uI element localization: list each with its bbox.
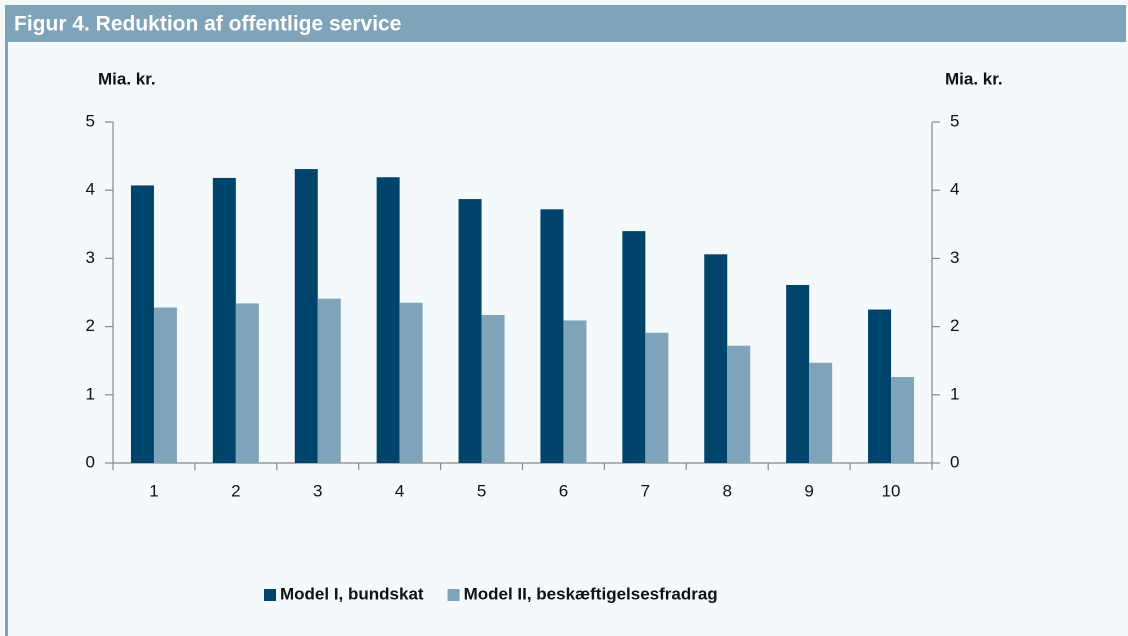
bar: [868, 309, 892, 463]
y-tick-label: 0: [86, 452, 95, 471]
legend-swatch: [447, 589, 460, 601]
bar: [153, 307, 177, 463]
y-tick-label: 1: [86, 384, 95, 403]
legend-swatch: [264, 589, 276, 601]
y2-tick-label: 2: [950, 316, 959, 335]
x-tick-label: 3: [313, 481, 322, 500]
bar: [540, 209, 564, 463]
bar: [212, 177, 236, 463]
bar: [458, 199, 482, 464]
x-tick-label: 4: [395, 481, 404, 500]
y2-tick-label: 1: [950, 384, 959, 403]
y2-axis-label: Mia. kr.: [945, 69, 1003, 88]
x-tick-label: 9: [804, 481, 813, 500]
bar: [704, 254, 728, 463]
x-tick-label: 5: [477, 481, 486, 500]
x-tick-label: 6: [559, 481, 568, 500]
bar: [399, 302, 423, 463]
left-border: [5, 42, 8, 636]
bar: [235, 303, 259, 463]
header-bar: [5, 5, 1126, 42]
x-tick-label: 1: [149, 481, 158, 500]
bar: [727, 345, 751, 463]
bar: [622, 231, 646, 463]
bar: [891, 377, 915, 463]
bar: [786, 284, 810, 463]
y-tick-label: 4: [86, 180, 95, 199]
bar: [130, 185, 154, 463]
legend-label: Model I, bundskat: [280, 584, 424, 603]
bar: [481, 315, 505, 463]
bar: [376, 177, 400, 463]
y2-tick-label: 3: [950, 248, 959, 267]
y-axis-label: Mia. kr.: [98, 69, 156, 88]
bar: [645, 332, 669, 463]
x-tick-label: 10: [882, 481, 901, 500]
x-tick-label: 2: [231, 481, 240, 500]
y2-tick-label: 4: [950, 180, 959, 199]
y2-tick-label: 5: [950, 111, 959, 130]
bar: [317, 298, 341, 463]
y-tick-label: 5: [86, 111, 95, 130]
y-tick-label: 2: [86, 316, 95, 335]
bar: [563, 320, 587, 463]
bar: [294, 169, 318, 464]
chart-title: Figur 4. Reduktion af offentlige service: [14, 13, 401, 36]
x-tick-label: 8: [723, 481, 732, 500]
y2-tick-label: 0: [950, 452, 959, 471]
y-tick-label: 3: [86, 248, 95, 267]
legend-label: Model II, beskæftigelsesfradrag: [464, 584, 718, 603]
x-tick-label: 7: [641, 481, 650, 500]
bar: [809, 362, 833, 463]
